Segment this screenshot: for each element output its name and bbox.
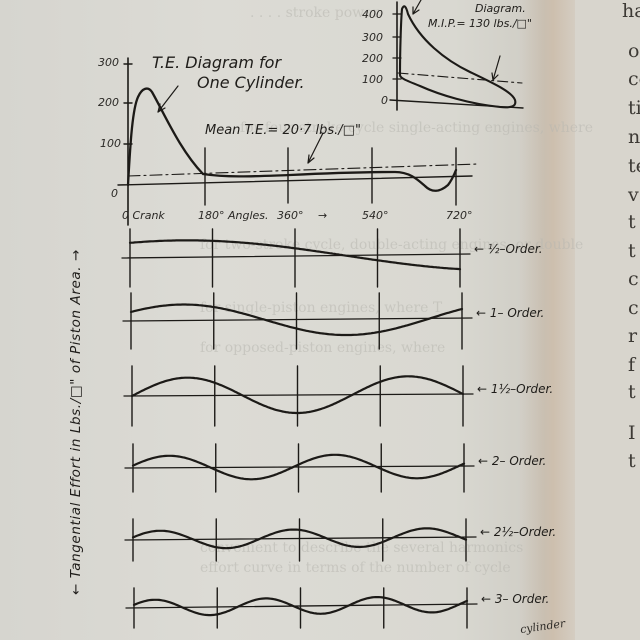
book-gutter: [520, 0, 580, 640]
x-label-180: 180° Angles.: [198, 209, 269, 222]
right-page-text-fragment: of: [628, 40, 640, 62]
x-label-arrow: →: [318, 209, 327, 222]
right-page-text-fragment: n: [628, 126, 640, 148]
order-wave-6: [132, 596, 469, 617]
bleed-through-text: . . . . stroke power.: [250, 5, 383, 21]
indicator-loop: [398, 5, 517, 109]
order-baseline: [121, 253, 471, 259]
order-baseline: [122, 317, 473, 322]
te-y-tick: 300: [98, 56, 119, 69]
order-wave-4: [131, 453, 466, 481]
right-page-text-fragment: co: [628, 68, 640, 90]
x-label-720: 720°: [446, 209, 473, 222]
right-page-text-fragment: I: [628, 422, 636, 444]
right-page-text-fragment: c: [628, 297, 639, 319]
inset-y-tick: 100: [362, 73, 383, 86]
order-label: ← 2– Order.: [478, 454, 546, 468]
te-y-tick: 100: [100, 137, 121, 150]
te-title-line2: One Cylinder.: [197, 73, 305, 92]
te-title-line1: T.E. Diagram for: [152, 53, 282, 72]
order-baseline: [124, 465, 475, 469]
order-label: ← 3– Order.: [481, 592, 549, 606]
te-y-tick: 200: [98, 96, 119, 109]
te-y-tick: 0: [111, 187, 118, 200]
x-label-0: 0 Crank: [122, 209, 165, 222]
inset-y-tick: 200: [362, 52, 383, 65]
order-wave-3: [130, 375, 465, 415]
order-wave-1: [128, 239, 462, 271]
right-page-text-fragment: ha: [622, 0, 640, 22]
right-page-text-fragment: t: [628, 240, 636, 262]
order-wave-2: [129, 303, 464, 337]
right-page-text-fragment: f: [628, 354, 636, 376]
bleed-through-text: for opposed-piston engines, where: [200, 340, 446, 356]
harmonic-orders: [121, 228, 478, 629]
order-baseline: [124, 536, 477, 541]
order-label: ← 2½–Order.: [480, 525, 556, 539]
y-axis-label: ← Tangential Effort in Lbs./□" of Piston…: [68, 249, 84, 595]
inset-y-tick: 300: [362, 31, 383, 44]
inset-title-fragment: Diagram.: [475, 2, 526, 15]
mip-line: [397, 72, 523, 84]
inset-y-tick: 400: [362, 8, 383, 21]
right-page-text-fragment: r: [628, 325, 638, 347]
right-page: [575, 0, 640, 640]
right-page-text-fragment: ti: [628, 97, 640, 119]
mip-label: M.I.P.= 130 lbs./□": [428, 17, 532, 30]
right-page-text-fragment: t: [628, 211, 636, 233]
right-page-text-fragment: c: [628, 268, 639, 290]
x-label-540: 540°: [362, 209, 389, 222]
mean-te-label: Mean T.E.= 20·7 lbs./□": [205, 123, 361, 138]
order-label: ← 1½–Order.: [477, 382, 553, 396]
x-label-360: 360°: [277, 209, 304, 222]
bleed-through-text: effort curve in terms of the number of c…: [200, 560, 511, 576]
order-label: ← 1– Order.: [476, 306, 544, 320]
bleed-through-text: convenient to describe the several harmo…: [200, 540, 524, 556]
order-baseline: [123, 393, 474, 397]
right-page-text-fragment: t: [628, 450, 636, 472]
order-label: ← ½–Order.: [474, 242, 543, 256]
inset-y-tick: 0: [381, 94, 388, 107]
bleed-through-text: for single-piston engines, where T: [200, 300, 443, 316]
mean-te-line: [127, 163, 479, 177]
bleed-through-text: for four-stroke cycle single-acting engi…: [240, 120, 594, 136]
right-page-text-fragment: v: [628, 184, 639, 206]
right-page-text-fragment: te: [628, 155, 640, 177]
order-wave-5: [131, 527, 468, 550]
te-curve: [126, 87, 458, 192]
right-page-text-fragment: t: [628, 381, 636, 403]
